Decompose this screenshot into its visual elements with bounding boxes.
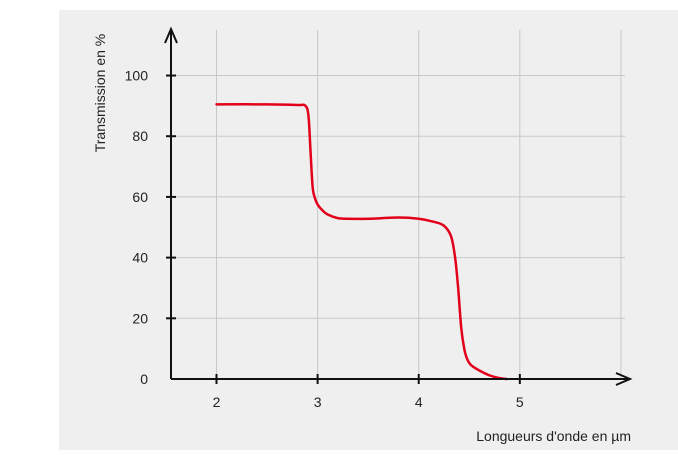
tick-labels: 2 3 4 5 0 20 40 60 80 100 (125, 68, 524, 410)
y-tick-label-20: 20 (132, 310, 148, 326)
y-axis-label: Transmission en % (92, 34, 108, 153)
y-tick-label-0: 0 (140, 371, 148, 387)
axes (164, 26, 633, 386)
x-tick-label-2: 2 (213, 394, 221, 410)
x-axis-label: Longueurs d'onde en µm (476, 428, 631, 444)
y-tick-label-100: 100 (125, 68, 149, 84)
y-tick-label-60: 60 (132, 189, 148, 205)
y-axis-arrow (164, 26, 178, 44)
series-layer (215, 103, 508, 381)
x-tick-label-5: 5 (516, 394, 524, 410)
chart-panel (59, 10, 678, 450)
y-tick-label-40: 40 (132, 250, 148, 266)
grid-lines (171, 30, 625, 379)
x-axis-arrow (615, 372, 633, 386)
x-tick-label-4: 4 (415, 394, 423, 410)
x-tick-label-3: 3 (314, 394, 322, 410)
series-line-0 (215, 103, 508, 381)
y-tick-label-80: 80 (132, 128, 148, 144)
